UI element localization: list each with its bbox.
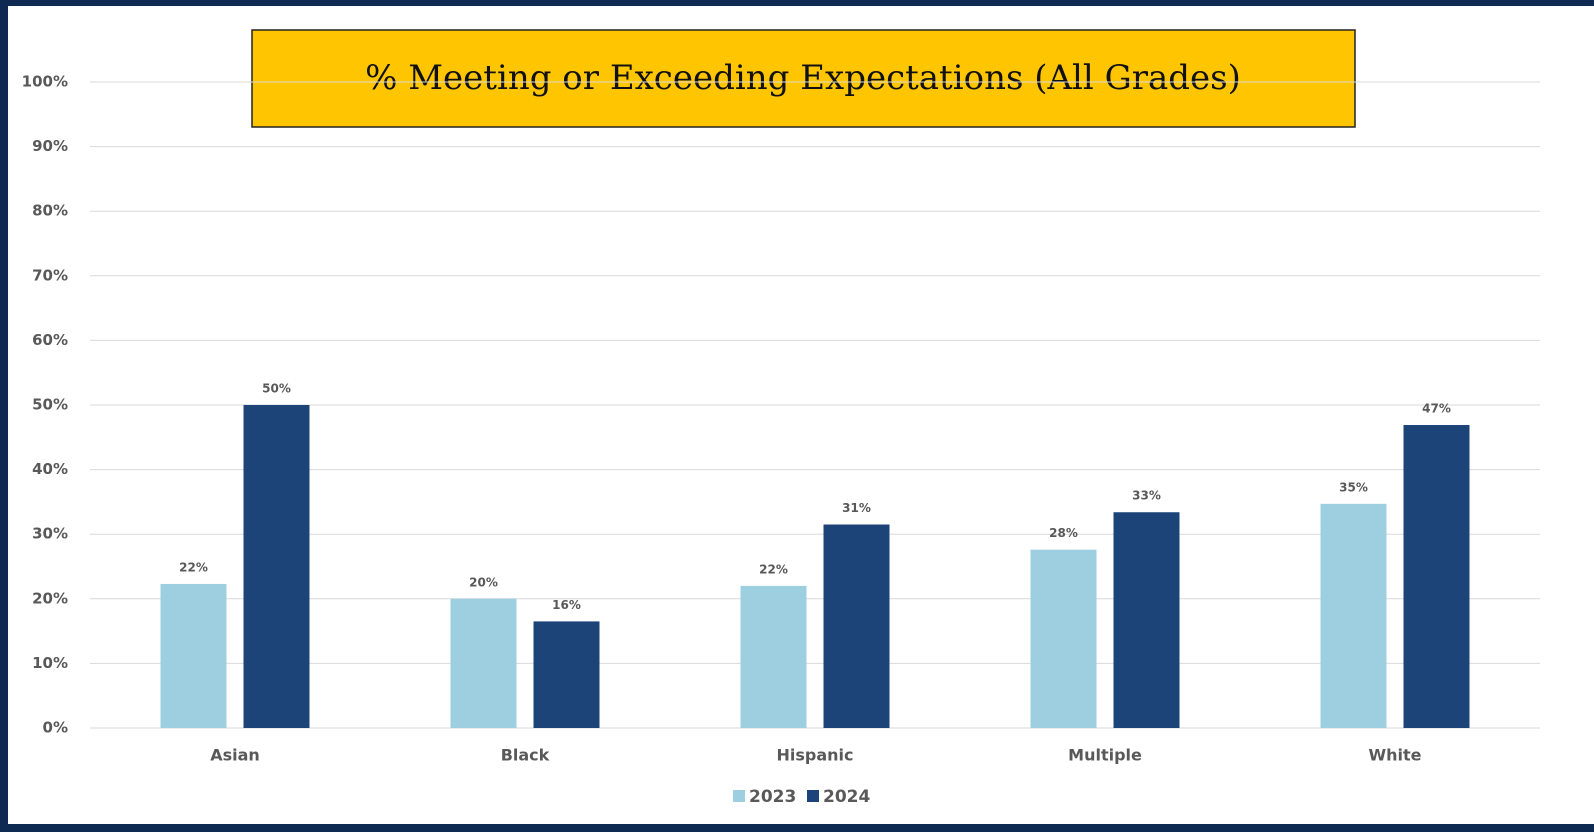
y-tick-label: 0% <box>43 719 68 737</box>
bar <box>1403 425 1470 728</box>
bar <box>1030 549 1097 728</box>
title-box <box>251 29 1356 128</box>
value-label: 20% <box>469 575 498 589</box>
y-tick-label: 80% <box>32 202 68 220</box>
legend-swatch <box>733 790 745 802</box>
bar <box>823 524 890 728</box>
bar <box>243 405 310 728</box>
bar <box>160 583 227 728</box>
x-tick-label: Black <box>501 746 550 765</box>
value-label: 35% <box>1339 480 1368 494</box>
x-tick-label: Asian <box>210 746 260 765</box>
y-tick-label: 30% <box>32 525 68 543</box>
y-tick-label: 90% <box>32 137 68 155</box>
y-tick-label: 20% <box>32 589 68 607</box>
x-tick-label: Multiple <box>1068 746 1142 765</box>
value-label: 33% <box>1132 489 1161 503</box>
value-label: 22% <box>179 560 208 574</box>
legend-swatch <box>807 790 819 802</box>
value-label: 16% <box>552 598 581 612</box>
value-label: 47% <box>1422 402 1451 416</box>
bar <box>1320 503 1387 728</box>
bar <box>740 585 807 728</box>
y-tick-label: 60% <box>32 331 68 349</box>
bar <box>1113 512 1180 728</box>
value-label: 28% <box>1049 526 1078 540</box>
bar <box>533 621 600 728</box>
x-tick-label: Hispanic <box>776 746 853 765</box>
value-label: 31% <box>842 501 871 515</box>
y-tick-label: 100% <box>22 73 68 91</box>
chart-title: % Meeting or Exceeding Expectations (All… <box>365 58 1241 98</box>
y-tick-label: 50% <box>32 396 68 414</box>
value-label: 50% <box>262 382 291 396</box>
x-tick-label: White <box>1368 746 1421 765</box>
y-tick-label: 40% <box>32 460 68 478</box>
legend-label: 2023 <box>749 787 796 807</box>
y-tick-label: 70% <box>32 266 68 284</box>
y-tick-label: 10% <box>32 654 68 672</box>
legend-label: 2024 <box>823 787 870 807</box>
bar <box>450 598 517 728</box>
value-label: 22% <box>759 562 788 576</box>
